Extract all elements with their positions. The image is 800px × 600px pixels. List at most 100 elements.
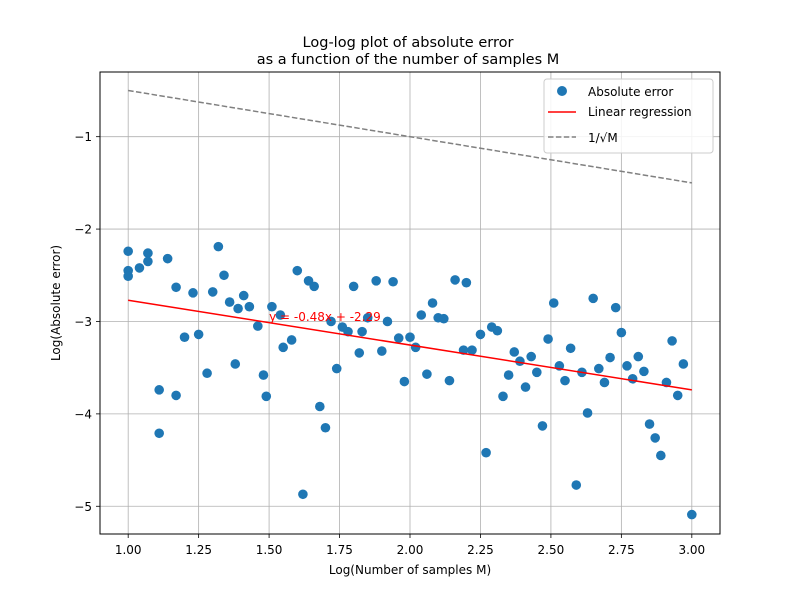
- chart-subtitle: as a function of the number of samples M: [257, 52, 560, 68]
- y-axis-ticks: −5 −4 −3 −2 −1: [74, 130, 100, 514]
- data-point: [388, 276, 398, 287]
- regression-line-layer: [128, 299, 692, 391]
- x-tick-label: 2.25: [467, 543, 494, 557]
- data-point: [610, 302, 621, 313]
- data-point: [571, 480, 582, 490]
- data-point: [154, 385, 164, 395]
- y-tick-label: −3: [74, 315, 92, 329]
- x-axis-label: Log(Number of samples M): [329, 563, 491, 577]
- data-point: [143, 248, 153, 258]
- data-point: [134, 263, 145, 273]
- data-point: [526, 351, 536, 362]
- data-point: [202, 368, 212, 379]
- data-point: [599, 377, 610, 388]
- chart-title: Log-log plot of absolute error: [303, 35, 514, 51]
- data-point: [377, 346, 387, 356]
- inverse-sqrt-m-line: [128, 89, 692, 184]
- data-point: [492, 325, 503, 336]
- data-point: [244, 301, 255, 312]
- data-point: [179, 332, 190, 342]
- data-point: [399, 376, 410, 387]
- data-point: [503, 370, 514, 380]
- data-point: [560, 375, 570, 386]
- reference-line-layer: [128, 89, 692, 184]
- data-point: [543, 334, 553, 344]
- data-point: [233, 303, 243, 314]
- data-point: [331, 363, 342, 374]
- data-point: [633, 351, 644, 362]
- x-tick-label: 1.50: [256, 543, 283, 557]
- legend-label-absolute-error: Absolute error: [588, 85, 673, 99]
- data-point: [467, 345, 477, 355]
- data-point: [639, 366, 649, 377]
- data-point: [667, 336, 677, 346]
- regression-line: [128, 299, 692, 391]
- data-point: [354, 348, 365, 358]
- legend-marker-absolute-error: [557, 86, 567, 96]
- data-point: [498, 391, 508, 402]
- data-point: [520, 382, 531, 392]
- data-point: [286, 335, 297, 345]
- data-point: [461, 277, 472, 288]
- data-point: [481, 447, 491, 458]
- x-tick-label: 1.25: [185, 543, 212, 557]
- y-tick-label: −4: [74, 407, 92, 421]
- data-point: [650, 433, 660, 443]
- data-point: [582, 408, 593, 418]
- data-point: [320, 422, 331, 433]
- data-point: [267, 301, 277, 312]
- data-point: [537, 421, 548, 431]
- data-point: [416, 310, 427, 320]
- data-point: [315, 401, 325, 412]
- data-point: [644, 419, 655, 429]
- data-point: [382, 316, 393, 327]
- x-tick-label: 1.00: [115, 543, 142, 557]
- scatter-points: [123, 241, 697, 520]
- data-point: [622, 361, 632, 371]
- data-point: [371, 276, 381, 286]
- data-point: [427, 298, 438, 308]
- data-point: [193, 329, 204, 340]
- data-point: [123, 271, 133, 282]
- data-point: [224, 297, 235, 307]
- data-point: [515, 356, 525, 367]
- data-point: [594, 363, 604, 374]
- data-point: [444, 375, 455, 386]
- data-point: [616, 327, 627, 338]
- data-point: [188, 288, 198, 298]
- data-point: [162, 253, 173, 264]
- data-point: [422, 369, 432, 379]
- legend-label-linear-regression: Linear regression: [588, 105, 692, 119]
- legend: Absolute error Linear regression 1/√M: [543, 78, 714, 154]
- data-point: [258, 370, 269, 380]
- data-point: [439, 313, 449, 324]
- data-point: [450, 275, 460, 285]
- data-point: [588, 293, 598, 304]
- data-point: [171, 390, 181, 401]
- data-point: [509, 347, 520, 357]
- y-axis-label: Log(Absolute error): [49, 245, 63, 361]
- data-point: [309, 281, 319, 292]
- data-point: [393, 333, 404, 343]
- data-point: [253, 321, 263, 331]
- data-point: [171, 282, 181, 293]
- data-point: [213, 241, 224, 252]
- x-tick-label: 2.00: [397, 543, 424, 557]
- data-point: [275, 310, 286, 320]
- data-point: [143, 256, 153, 267]
- data-point: [475, 329, 486, 340]
- x-tick-label: 1.75: [326, 543, 353, 557]
- data-point: [326, 316, 336, 327]
- data-point: [565, 343, 576, 354]
- x-tick-label: 2.50: [538, 543, 565, 557]
- data-point: [405, 332, 415, 342]
- data-point: [230, 359, 241, 369]
- data-point: [410, 342, 421, 353]
- legend-label-inverse-sqrt-m: 1/√M: [588, 131, 618, 145]
- data-point: [532, 367, 542, 378]
- y-tick-label: −2: [74, 223, 92, 237]
- data-point: [278, 342, 288, 353]
- y-tick-label: −1: [74, 130, 92, 144]
- data-point: [548, 298, 559, 308]
